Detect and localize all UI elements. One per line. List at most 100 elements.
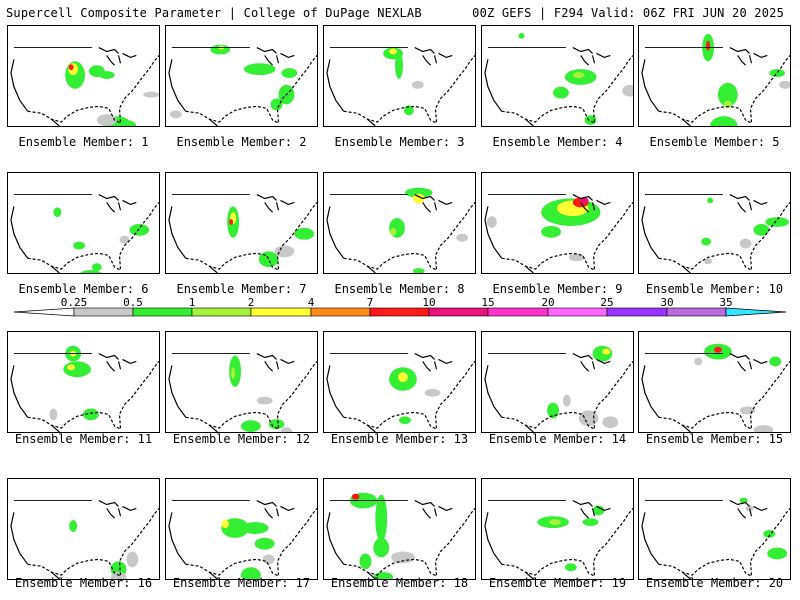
coastline bbox=[641, 365, 660, 418]
map-panel-member-2 bbox=[165, 25, 318, 127]
colorbar-tick-label: 7 bbox=[366, 296, 374, 309]
colorbar-tick-label: 2 bbox=[247, 296, 255, 309]
parameter-contour bbox=[281, 68, 298, 78]
coastline bbox=[98, 194, 119, 201]
parameter-contour bbox=[256, 396, 273, 405]
coastline bbox=[658, 55, 790, 125]
colorbar-tick-label: 0.25 bbox=[60, 296, 88, 309]
parameter-contour bbox=[241, 522, 269, 534]
colorbar-segment bbox=[606, 307, 668, 317]
ensemble-member-label: Ensemble Member: 18 bbox=[330, 576, 469, 590]
parameter-contour bbox=[714, 346, 722, 353]
coastline bbox=[591, 55, 596, 64]
coastline bbox=[682, 571, 691, 579]
parameter-contour bbox=[767, 547, 788, 560]
coastline bbox=[596, 52, 611, 59]
parameter-contour bbox=[549, 519, 561, 526]
coastline bbox=[525, 118, 534, 126]
us-map-12 bbox=[168, 353, 317, 432]
parameter-contour bbox=[229, 219, 234, 225]
coastline bbox=[438, 358, 453, 365]
parameter-contour bbox=[221, 520, 230, 529]
coastline bbox=[753, 358, 768, 365]
coastline bbox=[51, 118, 60, 126]
parameter-contour bbox=[739, 238, 752, 249]
coastline bbox=[729, 194, 750, 201]
coastline bbox=[343, 202, 475, 272]
parameter-contour bbox=[254, 537, 275, 550]
parameter-contour bbox=[143, 91, 159, 98]
coastline bbox=[264, 361, 274, 372]
coastline bbox=[27, 361, 159, 431]
coastline bbox=[326, 512, 345, 565]
coastline bbox=[185, 508, 317, 578]
parameter-contour bbox=[69, 520, 78, 532]
parameter-contour bbox=[701, 237, 712, 246]
parameter-contour bbox=[229, 355, 242, 387]
coastline bbox=[729, 353, 750, 360]
coastline bbox=[580, 361, 590, 372]
colorbar-segment bbox=[310, 307, 371, 317]
coastline bbox=[572, 500, 593, 507]
coastline bbox=[122, 52, 137, 59]
parameter-contour bbox=[210, 44, 231, 55]
colorbar-tick-label: 4 bbox=[307, 296, 315, 309]
coastline bbox=[596, 199, 611, 206]
us-map-11 bbox=[10, 345, 159, 432]
coastline bbox=[748, 508, 753, 517]
parameter-contour bbox=[710, 116, 738, 126]
coastline bbox=[256, 47, 277, 54]
coastline bbox=[641, 59, 660, 112]
coastline bbox=[501, 55, 633, 125]
coastline bbox=[367, 424, 376, 432]
parameter-contour bbox=[518, 32, 525, 39]
coastline bbox=[438, 52, 453, 59]
parameter-contour bbox=[572, 72, 585, 78]
colorbar-high-end bbox=[725, 307, 787, 317]
colorbar-tick-label: 20 bbox=[541, 296, 555, 309]
coastline bbox=[658, 361, 790, 431]
map-panel-member-4 bbox=[481, 25, 634, 127]
coastline bbox=[122, 199, 137, 206]
parameter-contour bbox=[456, 233, 469, 242]
parameter-contour bbox=[779, 80, 790, 89]
coastline bbox=[343, 361, 475, 431]
coastline bbox=[185, 361, 317, 431]
coastline bbox=[525, 571, 534, 579]
map-panel-member-10 bbox=[638, 172, 791, 274]
coastline bbox=[422, 202, 432, 213]
map-panel-member-9 bbox=[481, 172, 634, 274]
coastline bbox=[122, 505, 137, 512]
coastline bbox=[10, 365, 29, 418]
parameter-contour bbox=[399, 416, 411, 425]
coastline bbox=[122, 358, 137, 365]
coastline bbox=[10, 206, 29, 259]
coastline bbox=[106, 202, 116, 213]
ensemble-member-label: Ensemble Member: 8 bbox=[334, 282, 465, 296]
coastline bbox=[275, 361, 280, 370]
us-map-7 bbox=[168, 194, 317, 273]
us-map-2 bbox=[168, 44, 317, 126]
us-map-1 bbox=[10, 47, 159, 126]
coastline bbox=[748, 55, 753, 64]
coastline bbox=[209, 118, 218, 126]
coastline bbox=[367, 571, 376, 579]
coastline bbox=[580, 202, 590, 213]
coastline bbox=[367, 118, 376, 126]
parameter-contour bbox=[602, 416, 619, 429]
coastline bbox=[27, 508, 159, 578]
parameter-contour bbox=[243, 63, 276, 76]
map-panel-member-7 bbox=[165, 172, 318, 274]
coastline bbox=[525, 424, 534, 432]
map-panel-member-8 bbox=[323, 172, 476, 274]
map-panel-member-20 bbox=[638, 478, 791, 580]
parameter-contour bbox=[241, 420, 261, 432]
coastline bbox=[525, 265, 534, 273]
coastline bbox=[414, 47, 435, 54]
coastline bbox=[438, 199, 453, 206]
coastline bbox=[256, 194, 277, 201]
coastline bbox=[326, 365, 345, 418]
coastline bbox=[168, 512, 187, 565]
coastline bbox=[422, 361, 432, 372]
coastline bbox=[326, 206, 345, 259]
